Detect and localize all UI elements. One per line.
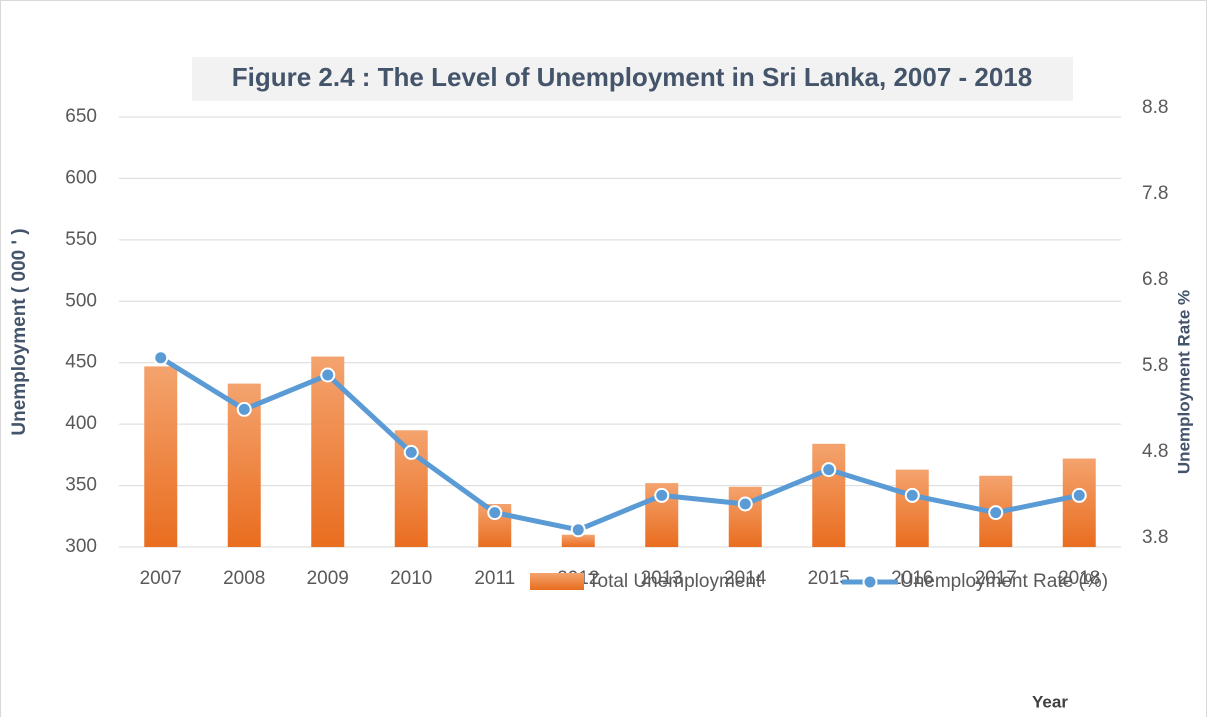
marker	[821, 462, 837, 478]
legend-label: Total Unemployment	[588, 571, 762, 592]
y-tick-label: 600	[65, 167, 97, 188]
x-tick-label: 2018	[1058, 568, 1100, 589]
x-tick-label: 2014	[724, 568, 767, 589]
legend-marker	[862, 574, 878, 590]
marker	[487, 505, 503, 521]
title-box	[192, 57, 1073, 101]
marker	[904, 487, 920, 503]
y-tick-label: 450	[65, 352, 97, 373]
y-tick-label: 300	[65, 536, 97, 557]
x-tick-label: 2013	[641, 568, 683, 589]
x-tick-label: 2009	[307, 568, 349, 589]
marker	[403, 444, 419, 460]
y-tick-label: 350	[65, 475, 97, 496]
chart-title: Figure 2.4 : The Level of Unemployment i…	[232, 62, 1032, 92]
bar	[561, 534, 595, 547]
bar	[895, 469, 929, 547]
marker	[236, 401, 252, 417]
marker	[320, 367, 336, 383]
line	[159, 355, 1080, 533]
y2-tick-label: 4.8	[1142, 441, 1168, 462]
marker	[988, 505, 1004, 521]
marker	[570, 522, 586, 538]
y-axis-label: Unemployment ( 000 ' )	[9, 228, 30, 435]
x-tick-label: 2011	[474, 568, 515, 589]
y-tick-label: 400	[65, 413, 97, 434]
y2-tick-label: 7.8	[1142, 183, 1168, 204]
marker	[737, 496, 753, 512]
bar	[144, 366, 178, 547]
y2-tick-label: 5.8	[1142, 355, 1168, 376]
marker	[1071, 487, 1087, 503]
marker	[153, 350, 169, 366]
x-tick-label: 2017	[975, 568, 1017, 589]
bar	[812, 443, 846, 547]
x-tick-label: 2016	[891, 568, 933, 589]
y-tick-label: 500	[65, 290, 97, 311]
y2-tick-label: 6.8	[1142, 269, 1168, 290]
bar	[728, 486, 762, 547]
x-tick-label: 2007	[140, 568, 182, 589]
y2-axis-label: Unemployment Rate %	[1174, 290, 1193, 474]
marker	[654, 487, 670, 503]
y2-tick-label: 8.8	[1142, 97, 1168, 118]
y-tick-label: 550	[65, 229, 97, 250]
legend-label: Unemployment Rate (%)	[900, 571, 1108, 592]
x-tick-label: 2015	[808, 568, 850, 589]
x-axis-label: Year	[1032, 692, 1068, 711]
x-tick-label: 2010	[390, 568, 432, 589]
x-tick-label: 2008	[223, 568, 265, 589]
y2-tick-label: 3.8	[1142, 527, 1168, 548]
y-tick-label: 650	[65, 106, 97, 127]
legend-swatch	[530, 573, 584, 590]
